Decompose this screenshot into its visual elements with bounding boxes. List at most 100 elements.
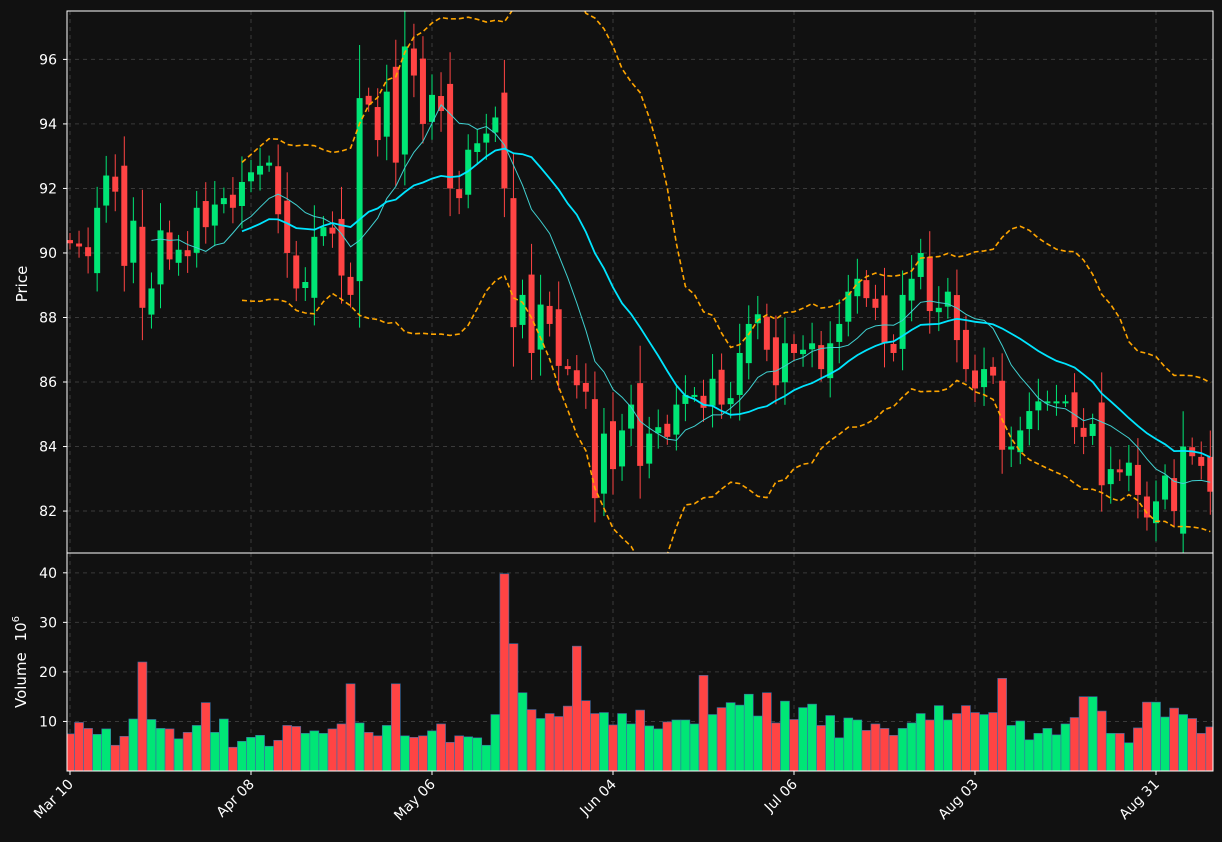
candle-body <box>211 204 218 226</box>
candle-body <box>202 201 209 228</box>
candle-body <box>112 176 119 192</box>
volume-bar <box>309 730 320 771</box>
volume-bar <box>933 705 944 771</box>
price-tick-label: 88 <box>39 310 57 326</box>
volume-bar <box>436 723 446 771</box>
candle-body <box>1080 427 1087 437</box>
candle-body <box>1207 456 1213 492</box>
volume-bar <box>1078 696 1089 771</box>
candle-body <box>591 399 598 499</box>
candle-body <box>881 295 888 344</box>
candle-body <box>1089 423 1096 436</box>
volume-bars <box>67 573 1213 771</box>
volume-bar <box>961 705 971 771</box>
candle-body <box>175 249 182 263</box>
candle-body <box>845 291 852 322</box>
candle-body <box>854 278 861 297</box>
lower-band-line <box>241 274 1211 553</box>
candle-body <box>1053 401 1060 404</box>
candle-body <box>103 175 110 206</box>
candle-body <box>673 404 680 435</box>
candle-body <box>863 280 870 299</box>
volume-bar <box>590 713 600 771</box>
candle-body <box>718 369 725 405</box>
volume-bar <box>680 719 691 771</box>
candle-body <box>754 314 761 324</box>
volume-bar <box>707 714 718 771</box>
candle-body <box>827 343 834 379</box>
candle-body <box>999 380 1006 450</box>
candle-body <box>483 133 490 143</box>
volume-bar <box>381 725 392 771</box>
candle-body <box>962 329 969 370</box>
volume-bar <box>345 683 356 771</box>
candle-body <box>564 366 571 370</box>
candle-body <box>655 427 662 434</box>
candle-body <box>67 240 73 244</box>
volume-bar <box>1178 714 1188 771</box>
candle-body <box>555 309 562 366</box>
volume-bar <box>771 722 781 771</box>
candle-body <box>519 294 526 325</box>
candle-body <box>365 95 372 105</box>
volume-bar <box>228 746 238 771</box>
volume-bar <box>535 718 546 771</box>
price-tick-label: 86 <box>39 375 57 391</box>
candle-body <box>220 198 227 205</box>
volume-bar <box>734 704 745 771</box>
volume-bar <box>653 728 664 771</box>
volume-bar <box>372 735 383 771</box>
candle-body <box>492 117 499 133</box>
candle-body <box>1125 462 1132 476</box>
candle-body <box>419 58 426 124</box>
candle-body <box>1107 469 1114 485</box>
candle-body <box>266 162 273 166</box>
candle-body <box>229 194 236 208</box>
candle-body <box>610 421 616 470</box>
volume-bar <box>1187 718 1197 771</box>
candle-body <box>94 207 101 274</box>
volume-bar <box>481 744 492 771</box>
candle-body <box>800 349 807 355</box>
volume-bar <box>1169 707 1179 771</box>
candle-body <box>1198 456 1205 466</box>
volume-bar <box>1015 720 1026 771</box>
volume-bar <box>119 736 130 771</box>
candle-body <box>763 316 770 350</box>
candle-body <box>646 433 653 464</box>
volume-bar <box>997 678 1007 771</box>
volume-bar <box>246 737 256 771</box>
volume-bar <box>1133 727 1143 771</box>
volume-bar <box>870 723 881 771</box>
volume-bar <box>952 713 962 771</box>
candle-body <box>438 96 445 112</box>
price-tick-label: 82 <box>39 504 57 520</box>
candle-body <box>238 181 245 206</box>
volume-bar <box>743 693 754 771</box>
candle-body <box>374 107 381 141</box>
volume-bar <box>807 703 817 771</box>
overlay-lines <box>151 11 1211 553</box>
volume-bar <box>300 733 311 771</box>
volume-tick-label: 10 <box>39 714 57 730</box>
volume-bar <box>635 709 645 771</box>
volume-bar <box>517 692 528 771</box>
volume-axis-label-base: 10 <box>12 622 30 641</box>
candle-body <box>1098 402 1105 486</box>
candle-body <box>682 394 689 404</box>
volume-bar <box>798 707 808 771</box>
volume-bar <box>255 735 265 771</box>
volume-bar <box>1033 733 1044 771</box>
candle-body <box>818 345 825 370</box>
candle-body <box>700 395 707 408</box>
fast-moving-average-line <box>151 104 1211 485</box>
volume-bar <box>490 714 501 771</box>
candle-body <box>329 227 336 234</box>
candle-body <box>772 337 779 386</box>
candle-body <box>926 257 933 312</box>
candle-body <box>130 220 137 263</box>
volume-bar <box>979 714 989 771</box>
candle-body <box>981 369 988 388</box>
candle-body <box>166 232 173 260</box>
